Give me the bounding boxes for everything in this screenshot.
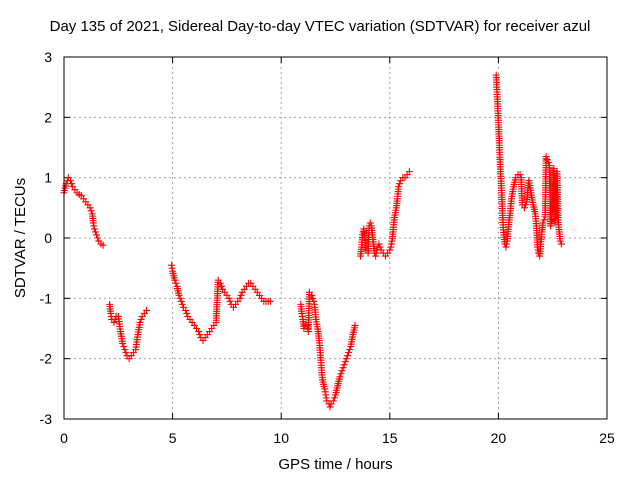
- data-point: [386, 246, 394, 254]
- data-point: [67, 177, 75, 185]
- x-tick-label: 5: [169, 430, 177, 446]
- x-tick-label: 25: [599, 430, 615, 446]
- data-point: [376, 243, 384, 251]
- data-point: [326, 403, 334, 411]
- data-point: [539, 219, 547, 227]
- data-point: [309, 294, 317, 302]
- chart-title: Day 135 of 2021, Sidereal Day-to-day VTE…: [49, 18, 591, 35]
- grid: [64, 57, 607, 419]
- data-point: [90, 225, 98, 233]
- data-point: [343, 352, 351, 360]
- data-point: [522, 201, 530, 209]
- data-point: [86, 204, 94, 212]
- data-point: [172, 279, 180, 287]
- data-point: [237, 291, 245, 299]
- data-point: [542, 153, 550, 161]
- x-tick-label: 15: [382, 430, 398, 446]
- data-point: [329, 397, 337, 405]
- axis-ticks: 0 5 10 15 20 25 -3 -2 -1 0 1 2 3: [40, 49, 615, 446]
- data-point: [119, 340, 127, 348]
- data-point: [226, 297, 234, 305]
- data-point: [341, 358, 349, 366]
- data-point: [143, 306, 151, 314]
- data-point: [177, 297, 185, 305]
- y-axis-label: SDTVAR / TECUs: [12, 177, 29, 299]
- data-point: [337, 370, 345, 378]
- data-point: [375, 240, 383, 248]
- data-point: [330, 394, 338, 402]
- data-point: [225, 294, 233, 302]
- data-point: [366, 219, 374, 227]
- data-points: [60, 71, 565, 411]
- data-point: [339, 364, 347, 372]
- y-tick-label: 0: [44, 230, 52, 246]
- data-point: [351, 321, 359, 329]
- y-tick-label: -1: [40, 290, 53, 306]
- data-point: [136, 318, 144, 326]
- data-point: [340, 361, 348, 369]
- data-point: [405, 168, 413, 176]
- data-point: [396, 180, 404, 188]
- data-point: [540, 216, 548, 224]
- data-point: [94, 234, 102, 242]
- data-point: [394, 183, 402, 191]
- x-tick-label: 10: [273, 430, 289, 446]
- data-point: [196, 331, 204, 339]
- data-point: [87, 207, 95, 215]
- data-point: [338, 367, 346, 375]
- data-point: [556, 237, 564, 245]
- y-tick-label: 3: [44, 49, 52, 65]
- x-tick-label: 20: [491, 430, 507, 446]
- data-point: [183, 309, 191, 317]
- y-tick-label: -3: [40, 411, 53, 427]
- data-point: [308, 291, 316, 299]
- data-point: [178, 300, 186, 308]
- data-point: [266, 297, 274, 305]
- data-point: [236, 294, 244, 302]
- data-point: [121, 346, 129, 354]
- data-point: [91, 228, 99, 236]
- data-point: [99, 241, 107, 249]
- y-tick-label: -2: [40, 351, 53, 367]
- data-point: [520, 204, 528, 212]
- data-point: [93, 231, 101, 239]
- data-point: [345, 349, 353, 357]
- plot-frame: [63, 56, 608, 420]
- data-point: [535, 249, 543, 257]
- x-tick-label: 0: [60, 430, 68, 446]
- x-axis-label: GPS time / hours: [278, 456, 393, 473]
- data-point: [110, 318, 118, 326]
- data-point: [342, 355, 350, 363]
- y-tick-label: 2: [44, 109, 52, 125]
- data-point: [122, 349, 130, 357]
- data-point: [557, 240, 565, 248]
- data-point: [171, 276, 179, 284]
- data-point: [544, 159, 552, 167]
- data-point: [216, 279, 224, 287]
- data-point: [182, 306, 190, 314]
- data-point: [68, 180, 76, 188]
- data-point: [195, 328, 203, 336]
- data-point: [120, 343, 128, 351]
- data-point: [336, 373, 344, 381]
- data-point: [516, 171, 524, 179]
- data-point: [176, 294, 184, 302]
- data-point: [175, 291, 183, 299]
- data-point: [346, 346, 354, 354]
- data-point: [137, 315, 145, 323]
- y-tick-label: 1: [44, 170, 52, 186]
- data-point: [543, 156, 551, 164]
- data-point: [217, 282, 225, 290]
